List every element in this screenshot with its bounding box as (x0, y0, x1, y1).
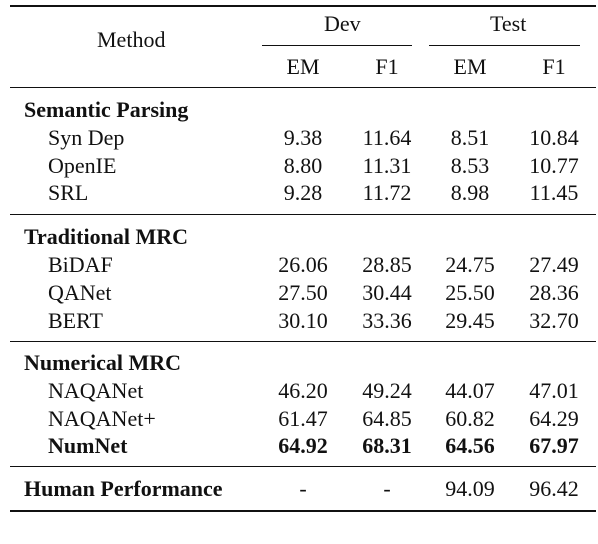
dev-header: Dev (324, 11, 361, 36)
cell-dev-em: 30.10 (278, 308, 328, 333)
header-rule (10, 87, 596, 88)
row-method: OpenIE (48, 153, 117, 178)
cell-test-em: 8.98 (450, 180, 490, 205)
cell-dev-f1: - (383, 476, 391, 501)
cell-test-em-best: 64.56 (445, 433, 495, 458)
group-divider (10, 214, 596, 215)
cell-test-em: 29.45 (445, 308, 495, 333)
cell-test-f1: 27.49 (529, 252, 579, 277)
cell-test-f1: 64.29 (529, 406, 579, 431)
cell-test-f1-best: 67.97 (529, 433, 579, 458)
group-title-traditional-mrc: Traditional MRC (24, 224, 188, 249)
row-method: NAQANet (48, 378, 144, 403)
cell-dev-em: - (299, 476, 307, 501)
cell-test-em: 94.09 (445, 476, 495, 501)
cell-dev-em: 9.28 (283, 180, 323, 205)
test-group-rule (429, 45, 580, 46)
cell-test-f1: 47.01 (529, 378, 579, 403)
human-performance-label: Human Performance (24, 476, 223, 501)
bottom-rule (10, 510, 596, 512)
cell-test-em: 25.50 (445, 280, 495, 305)
cell-dev-em-best: 64.92 (278, 433, 328, 458)
cell-dev-f1: 11.64 (362, 125, 412, 150)
cell-test-em: 60.82 (445, 406, 495, 431)
cell-dev-f1: 28.85 (362, 252, 412, 277)
row-method: BERT (48, 308, 103, 333)
group-title-semantic-parsing: Semantic Parsing (24, 97, 189, 122)
test-em-header: EM (453, 54, 487, 79)
row-method: SRL (48, 180, 89, 205)
cell-dev-em: 8.80 (283, 153, 323, 178)
cell-dev-f1: 49.24 (362, 378, 412, 403)
row-method: Syn Dep (48, 125, 125, 150)
cell-test-f1: 28.36 (529, 280, 579, 305)
cell-dev-em: 27.50 (278, 280, 328, 305)
dev-group-rule (262, 45, 412, 46)
cell-test-em: 8.51 (450, 125, 490, 150)
dev-f1-header: F1 (375, 54, 399, 79)
cell-dev-f1-best: 68.31 (362, 433, 412, 458)
results-table: Method Dev Test EM F1 EM F1 Semantic Par… (10, 0, 598, 544)
cell-dev-f1: 11.72 (362, 180, 412, 205)
dev-em-header: EM (286, 54, 320, 79)
row-method: NAQANet+ (48, 406, 156, 431)
cell-test-em: 8.53 (450, 153, 490, 178)
cell-test-f1: 10.84 (529, 125, 579, 150)
cell-dev-em: 46.20 (278, 378, 328, 403)
row-method-best: NumNet (48, 433, 128, 458)
cell-test-f1: 10.77 (529, 153, 579, 178)
top-rule (10, 5, 596, 7)
method-header: Method (97, 27, 166, 52)
cell-dev-f1: 11.31 (362, 153, 412, 178)
group-divider (10, 341, 596, 342)
cell-test-em: 24.75 (445, 252, 495, 277)
cell-dev-em: 26.06 (278, 252, 328, 277)
test-header: Test (490, 11, 527, 36)
row-method: QANet (48, 280, 112, 305)
group-title-numerical-mrc: Numerical MRC (24, 350, 182, 375)
cell-test-f1: 32.70 (529, 308, 579, 333)
cell-dev-em: 61.47 (278, 406, 328, 431)
cell-dev-f1: 64.85 (362, 406, 412, 431)
cell-dev-f1: 30.44 (362, 280, 412, 305)
cell-dev-em: 9.38 (283, 125, 323, 150)
cell-test-f1: 11.45 (529, 180, 579, 205)
cell-dev-f1: 33.36 (362, 308, 412, 333)
cell-test-f1: 96.42 (529, 476, 579, 501)
row-method: BiDAF (48, 252, 113, 277)
cell-test-em: 44.07 (445, 378, 495, 403)
test-f1-header: F1 (542, 54, 566, 79)
group-divider (10, 466, 596, 467)
